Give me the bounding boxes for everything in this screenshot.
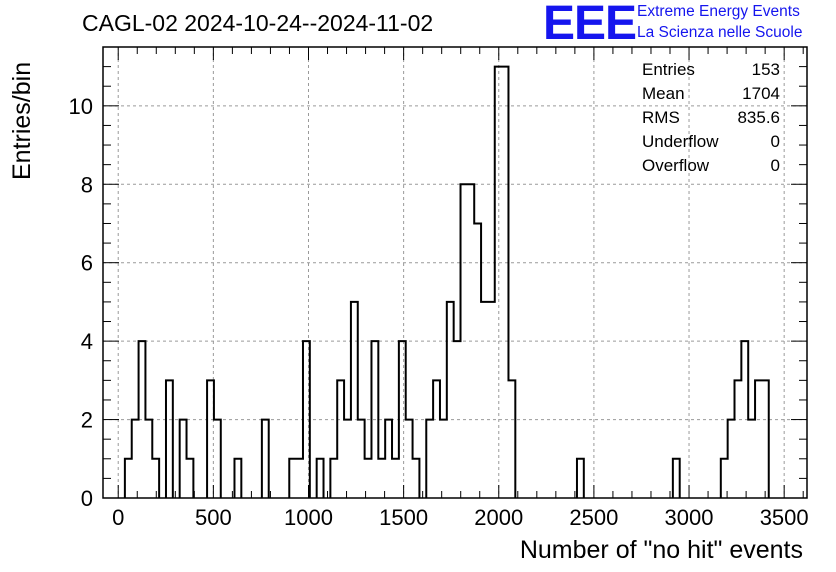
histogram-bin: [413, 459, 420, 498]
histogram-bin: [166, 380, 173, 498]
histogram-bin: [262, 420, 269, 498]
histogram-bin: [447, 302, 454, 498]
histogram-bin: [330, 459, 337, 498]
histogram-bin: [440, 420, 447, 498]
y-tick-label: 0: [81, 486, 93, 511]
stat-value: 835.6: [737, 108, 780, 127]
histogram-bin: [762, 380, 769, 498]
stat-value: 0: [770, 156, 780, 175]
histogram-bin: [289, 459, 296, 498]
histogram-bin: [755, 380, 762, 498]
histogram-bin: [735, 380, 742, 498]
stat-label: RMS: [642, 108, 680, 127]
y-axis-label: Entries/bin: [8, 61, 36, 180]
histogram-bin: [433, 380, 440, 498]
stat-label: Mean: [642, 84, 685, 103]
histogram-bin: [296, 459, 303, 498]
histogram-bin: [180, 420, 187, 498]
histogram-bin: [577, 459, 584, 498]
histogram-bin: [673, 459, 680, 498]
stat-label: Entries: [642, 60, 695, 79]
histogram-bin: [495, 67, 502, 498]
stat-row-mean: Mean 1704: [642, 82, 780, 106]
histogram-bin: [358, 420, 365, 498]
x-tick-label: 500: [195, 505, 232, 530]
histogram-bin: [337, 380, 344, 498]
stat-row-rms: RMS 835.6: [642, 106, 780, 130]
histogram-bin: [344, 420, 351, 498]
histogram-bin: [351, 302, 358, 498]
x-tick-label: 3000: [665, 505, 714, 530]
histogram-bin: [392, 459, 399, 498]
histogram-bin: [406, 420, 413, 498]
y-tick-label: 8: [81, 172, 93, 197]
histogram-bin: [152, 459, 159, 498]
stat-label: Overflow: [642, 156, 710, 175]
histogram-bin: [426, 420, 433, 498]
stat-row-entries: Entries 153: [642, 58, 780, 82]
plot-frame: [102, 46, 808, 499]
stat-value: 153: [751, 60, 780, 79]
x-tick-label: 2500: [569, 505, 618, 530]
histogram-bin: [145, 420, 152, 498]
histogram-bin: [728, 420, 735, 498]
stat-label: Underflow: [642, 132, 719, 151]
histogram-bin: [187, 459, 194, 498]
histogram-bin: [125, 459, 132, 498]
histogram-bin: [481, 302, 488, 498]
x-tick-label: 1500: [379, 505, 428, 530]
histogram-bin: [508, 380, 515, 498]
y-tick-label: 2: [81, 408, 93, 433]
eee-logo: EEE: [543, 0, 637, 50]
histogram-bin: [132, 420, 139, 498]
y-tick-label: 6: [81, 251, 93, 276]
stat-value: 1704: [742, 84, 780, 103]
stats-box: Entries 153 Mean 1704 RMS 835.6 Underflo…: [642, 58, 780, 178]
stat-value: 0: [770, 132, 780, 151]
histogram-bin: [748, 420, 755, 498]
histogram-bin: [488, 302, 495, 498]
histogram-outline: [123, 65, 770, 498]
x-tick-label: 3500: [760, 505, 809, 530]
y-tick-label: 4: [81, 329, 93, 354]
y-tick-label: 10: [69, 94, 93, 119]
x-tick-label: 1000: [284, 505, 333, 530]
stat-row-underflow: Underflow 0: [642, 130, 780, 154]
histogram-bin: [234, 459, 241, 498]
logo-line-2: La Scienza nelle Scuole: [637, 24, 803, 41]
chart-title: CAGL-02 2024-10-24--2024-11-02: [82, 10, 434, 36]
histogram-bin: [385, 420, 392, 498]
stat-row-overflow: Overflow 0: [642, 154, 780, 178]
histogram-bin: [474, 223, 481, 498]
x-axis-label: Number of "no hit" events: [519, 536, 803, 564]
histogram-bin: [214, 420, 221, 498]
x-tick-label: 0: [112, 505, 124, 530]
logo-line-1: Extreme Energy Events: [637, 3, 800, 20]
histogram-bin: [502, 67, 509, 498]
x-tick-label: 2000: [474, 505, 523, 530]
histogram-bin: [317, 459, 324, 498]
